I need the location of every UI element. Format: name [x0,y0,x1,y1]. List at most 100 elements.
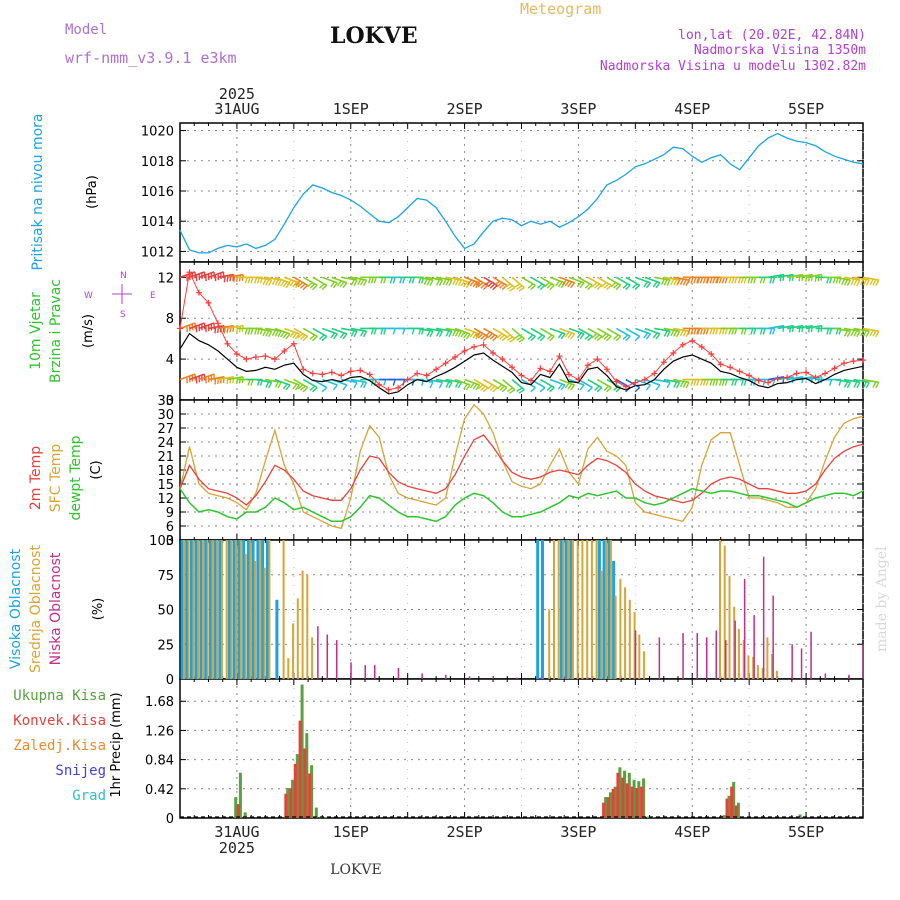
wind-barb-shaft [255,327,272,332]
wind-barb-feather [743,379,747,386]
wind-barb-feather [743,328,747,335]
wind-barb-feather [731,328,735,335]
wind-barb-feather [697,277,701,284]
wind-barb-feather [862,381,868,388]
gust-marker [546,368,553,375]
wind-barb [483,327,498,342]
wind-barb-feather [762,277,766,284]
wind-barb-feather [445,279,450,286]
wind-barb-feather [457,330,463,338]
gust-marker [452,354,459,361]
cloud-bar-srednja [216,540,219,679]
wind-barb [853,276,870,287]
cloud-bar-visoka [180,540,184,679]
wind-barb-feather [392,328,396,335]
wind-barb [464,327,481,340]
wind-barb-feather [383,277,387,284]
gust-marker [860,357,866,364]
wind-barb-feather [869,329,874,337]
wind-barb-shaft [284,327,300,335]
gust-marker [841,360,848,367]
wind-barb-shaft [786,273,804,279]
wind-barb [834,378,851,389]
wind-barb-shaft [578,327,593,338]
wind-barb [274,327,291,340]
wind-barb-feather [676,278,682,285]
gust-marker [290,340,297,347]
wind-barb-feather [238,274,242,282]
cloud-bar-visoka [256,540,260,679]
gust-marker [793,370,800,377]
gust-marker [252,354,259,361]
wind-barb [625,327,641,342]
wind-barb [549,276,566,289]
wind-barb-shaft [568,327,585,335]
wind-barb [274,276,291,289]
wind-barb-feather [724,379,728,386]
wind-barb-feather [596,335,603,342]
wind-barb [853,327,870,338]
wind-barb [208,271,225,282]
wind-barb-feather [601,333,607,339]
cloud-bar-srednja [605,540,608,679]
cloud-bar-niska [658,637,661,679]
bottom-day-label: 31AUG [214,823,259,841]
wind-barb [834,276,851,287]
wind-barb [540,378,555,393]
pressure-ytick-label: 1018 [141,155,174,170]
wind-barb [350,378,368,389]
wind-barb-feather [435,330,441,337]
top-day-label: 2SEP [447,100,483,118]
gust-marker [385,386,392,393]
cloud-bar-niska [445,674,447,679]
wind-barb-feather [514,283,521,288]
wind-barb-shaft [578,378,593,389]
gust-marker [338,372,345,379]
precip-bar-total [618,767,622,818]
cloud-bar-srednja [225,540,228,679]
wind-barb-feather [330,332,336,339]
wind-barb-shaft [492,276,508,286]
wind-barb [473,378,489,393]
cloud-bar-niska [492,676,494,679]
cloud-bar-srednja [187,540,190,679]
gust-marker [556,353,563,360]
precip-bar-total [310,765,314,818]
wind-barb-shaft [540,378,555,389]
wind-barb-shaft [502,378,516,391]
cloud-bar-srednja [206,540,209,679]
model-altitude-text: Nadmorska Visina u modelu 1302.82m [600,59,866,74]
wind-barb-feather [615,284,622,291]
wind-barb [331,276,348,289]
wind-barb-feather [856,330,861,338]
wind-barb [862,276,880,287]
cloud-bar-niska [772,595,774,679]
cloud-bar-srednja [557,540,560,679]
cloud-bar-srednja [301,570,304,679]
wind-barb-feather [843,330,849,337]
gust-marker [518,372,525,379]
precip-panel: 0 0.42 0.84 1.26 1.68 [145,678,864,827]
wind-barb-feather [655,282,661,289]
sfc-temp-ylabel: SFC Temp [48,444,64,513]
cloud-bar-visoka [190,540,193,679]
wind-barb-feather [408,277,412,284]
wind-barb-feather [518,389,525,394]
wind-barb [596,276,612,291]
cloud-bar-niska [753,615,755,679]
wind-barb-feather [262,329,267,337]
wind-barb-feather [438,381,444,389]
wind-barb [464,276,481,289]
gust-marker [186,269,193,276]
wind-barb-feather [250,328,254,335]
wind-barb-feather [448,279,453,287]
top-day-label: 5SEP [788,100,824,118]
wind-barb-feather [402,277,406,284]
wind-barb-feather [247,277,251,284]
wind-barb-feather [696,379,700,386]
wind-barb-feather [463,332,468,339]
wind-barb-shaft [540,327,555,338]
cloud-bar-srednja [595,540,598,679]
wind-barb-shaft [445,276,462,281]
wind-barb [862,327,880,338]
